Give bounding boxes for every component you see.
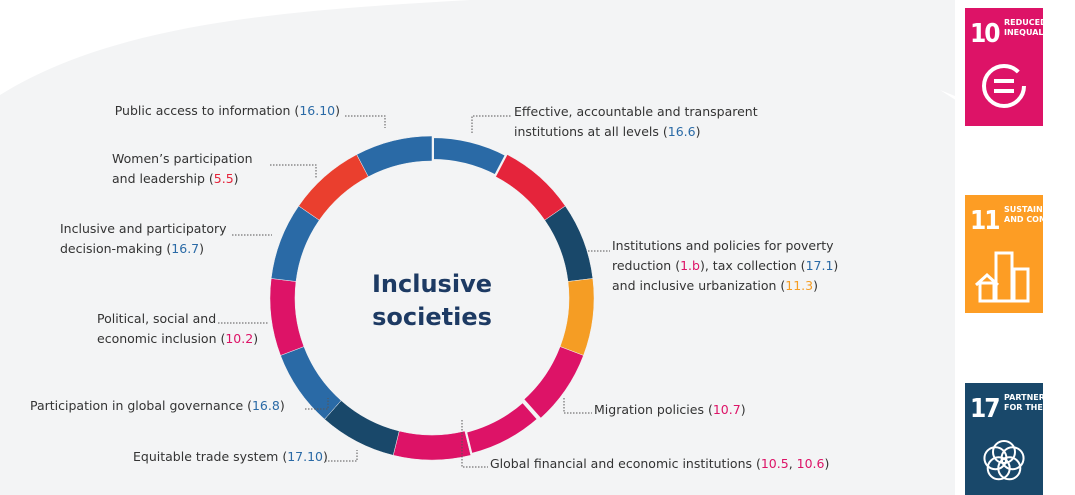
- callout-label: reduction (1.b), tax collection (17.1): [612, 258, 838, 273]
- label-text: Migration policies (: [594, 402, 713, 417]
- target-code: 17.10: [287, 449, 323, 464]
- background-curve: [940, 90, 965, 106]
- donut-segment: [392, 430, 472, 461]
- label-text: economic inclusion (: [97, 331, 225, 346]
- label-text: ): [335, 103, 340, 118]
- label-text: ): [199, 241, 204, 256]
- callout-label: Public access to information (16.10): [115, 103, 340, 118]
- sdg-number: 17: [970, 394, 999, 424]
- sdg-title: FOR THE GOALS: [1004, 403, 1075, 412]
- label-text: ): [280, 398, 285, 413]
- leader-line: [345, 115, 386, 128]
- icon: [974, 272, 1000, 287]
- label-text: decision-making (: [60, 241, 171, 256]
- target-code: 16.10: [299, 103, 335, 118]
- icon: [994, 89, 1014, 93]
- donut-segment: [356, 135, 433, 178]
- sdg-title: SUSTAINABLE CITIES: [1004, 205, 1075, 214]
- sdg-title: PARTNERSHIPS: [1004, 393, 1072, 402]
- icon: [983, 446, 1008, 471]
- label-text: Political, social and: [97, 311, 216, 326]
- callout-label: institutions at all levels (16.6): [514, 124, 700, 139]
- sdg-badge: [965, 383, 1043, 495]
- target-code: 16.8: [252, 398, 280, 413]
- label-text: Participation in global governance (: [30, 398, 252, 413]
- leader-line: [270, 164, 317, 178]
- callout-label: Equitable trade system (17.10): [133, 449, 328, 464]
- icon: [978, 281, 996, 303]
- target-code: 11.3: [785, 278, 813, 293]
- label-text: ): [825, 456, 830, 471]
- label-text: Women’s participation: [112, 151, 253, 166]
- callout-label: Women’s participation: [112, 151, 253, 166]
- leader-line: [305, 398, 329, 410]
- label-text: ): [696, 124, 701, 139]
- label-text: ), tax collection (: [700, 258, 806, 273]
- callout-label: Institutions and policies for poverty: [612, 238, 834, 253]
- label-text: ): [813, 278, 818, 293]
- sdg-number: 11: [970, 206, 999, 236]
- callouts: Public access to information (16.10) Effe…: [30, 103, 838, 471]
- target-code: 10.6: [797, 456, 825, 471]
- label-text: Global financial and economic institutio…: [490, 456, 761, 471]
- callout-label: Participation in global governance (16.8…: [30, 398, 285, 413]
- label-text: ): [833, 258, 838, 273]
- target-code: 10.5: [761, 456, 789, 471]
- target-code: 16.6: [668, 124, 696, 139]
- callout-label: economic inclusion (10.2): [97, 331, 258, 346]
- sdg-title: AND COMMUNITIES: [1004, 215, 1075, 224]
- icon: [992, 440, 1016, 464]
- label-text: Equitable trade system (: [133, 449, 287, 464]
- callout-label: Migration policies (10.7): [594, 402, 746, 417]
- target-code: 1.b: [680, 258, 700, 273]
- label-text: ,: [789, 456, 797, 471]
- callout-label: Inclusive and participatory: [60, 221, 227, 236]
- label-text: ): [323, 449, 328, 464]
- sdg-number: 10: [970, 19, 1000, 49]
- callout-label: Political, social and: [97, 311, 216, 326]
- target-code: 17.1: [806, 258, 834, 273]
- label-text: Inclusive and participatory: [60, 221, 227, 236]
- target-code: 16.7: [171, 241, 199, 256]
- icon: [986, 456, 1011, 481]
- center-title: Inclusive: [372, 270, 492, 298]
- leader-line: [325, 450, 358, 462]
- label-text: ): [741, 402, 746, 417]
- target-code: 10.7: [713, 402, 741, 417]
- callout-label: and inclusive urbanization (11.3): [612, 278, 818, 293]
- background: [0, 0, 955, 495]
- label-text: Institutions and policies for poverty: [612, 238, 834, 253]
- donut: Inclusive societies: [269, 133, 595, 461]
- label-text: and inclusive urbanization (: [612, 278, 785, 293]
- label-text: reduction (: [612, 258, 680, 273]
- callout-label: Global financial and economic institutio…: [490, 456, 829, 471]
- label-text: Effective, accountable and transparent: [514, 104, 758, 119]
- label-text: ): [253, 331, 258, 346]
- callout-label: Effective, accountable and transparent: [514, 104, 758, 119]
- center-title: societies: [372, 303, 492, 331]
- label-text: ): [234, 171, 239, 186]
- sdg-title: INEQUALITIES: [1004, 28, 1066, 37]
- target-code: 5.5: [214, 171, 234, 186]
- label-text: and leadership (: [112, 171, 214, 186]
- background-curve: [0, 0, 470, 95]
- target-code: 10.2: [225, 331, 253, 346]
- icon: [1012, 267, 1030, 303]
- icon: [982, 64, 1026, 108]
- leader-line: [563, 398, 592, 414]
- callout-label: and leadership (5.5): [112, 171, 239, 186]
- icon: [994, 79, 1014, 83]
- callout-label: decision-making (16.7): [60, 241, 204, 256]
- label-text: institutions at all levels (: [514, 124, 668, 139]
- icon: [994, 251, 1014, 303]
- sdg-title: REDUCED: [1004, 18, 1047, 27]
- leader-line: [461, 420, 488, 468]
- label-text: Public access to information (: [115, 103, 300, 118]
